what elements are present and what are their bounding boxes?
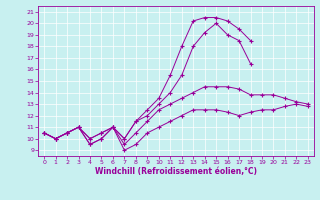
X-axis label: Windchill (Refroidissement éolien,°C): Windchill (Refroidissement éolien,°C) — [95, 167, 257, 176]
